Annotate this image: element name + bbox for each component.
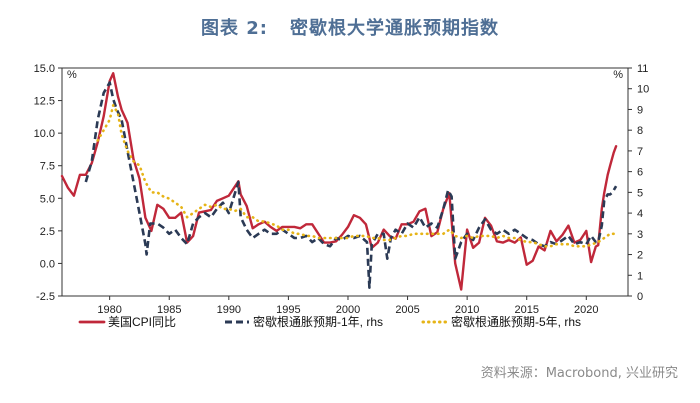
legend-label-2: 密歇根通胀预期-1年, rhs xyxy=(253,314,383,329)
x-tick-label: 1995 xyxy=(276,304,300,316)
right-axis-unit: % xyxy=(613,69,623,81)
figure-title-text: 密歇根大学通胀预期指数 xyxy=(290,18,499,39)
x-tick-label: 2000 xyxy=(336,304,360,316)
x-tick-label: 2005 xyxy=(395,304,419,316)
series-line-1 xyxy=(60,72,618,291)
series-line-2 xyxy=(84,81,618,289)
x-tick-label: 1990 xyxy=(217,304,241,316)
source-note: 资料来源：Macrobond, 兴业研究 xyxy=(480,366,678,381)
plot-frame xyxy=(61,67,629,297)
legend-label-1: 美国CPI同比 xyxy=(108,315,176,329)
right-tick-label: 2 xyxy=(637,250,643,262)
x-tick-label: 1980 xyxy=(97,304,121,316)
x-tick-label: 2015 xyxy=(514,304,538,316)
right-tick-label: 7 xyxy=(637,146,643,158)
legend-label-3: 密歇根通胀预期-5年, rhs xyxy=(451,314,581,329)
left-tick-label: 10.0 xyxy=(34,128,55,140)
left-tick-label: 7.5 xyxy=(40,161,55,173)
left-axis-unit: % xyxy=(67,69,77,81)
figure-title: 图表 2: 密歇根大学通胀预期指数 xyxy=(0,14,700,40)
left-tick-label: 0.0 xyxy=(40,258,55,270)
figure-label: 图表 2: xyxy=(201,18,268,39)
right-tick-label: 8 xyxy=(637,125,643,137)
right-tick-label: 5 xyxy=(637,187,643,199)
right-tick-label: 10 xyxy=(637,84,649,96)
x-tick-label: 1985 xyxy=(157,304,181,316)
right-tick-label: 4 xyxy=(637,208,643,220)
left-tick-label: -2.5 xyxy=(36,291,55,303)
right-tick-label: 0 xyxy=(637,291,643,303)
right-tick-label: 6 xyxy=(637,167,643,179)
left-tick-label: 15.0 xyxy=(34,63,55,75)
right-tick-label: 1 xyxy=(637,270,643,282)
left-tick-label: 12.5 xyxy=(34,96,55,108)
left-tick-label: 5.0 xyxy=(40,193,55,205)
left-tick-label: 2.5 xyxy=(40,226,55,238)
x-tick-label: 2020 xyxy=(574,304,598,316)
series-line-3 xyxy=(96,104,618,248)
x-tick-label: 2010 xyxy=(455,304,479,316)
right-tick-label: 11 xyxy=(637,63,648,75)
right-tick-label: 9 xyxy=(637,104,643,116)
right-tick-label: 3 xyxy=(637,229,643,241)
